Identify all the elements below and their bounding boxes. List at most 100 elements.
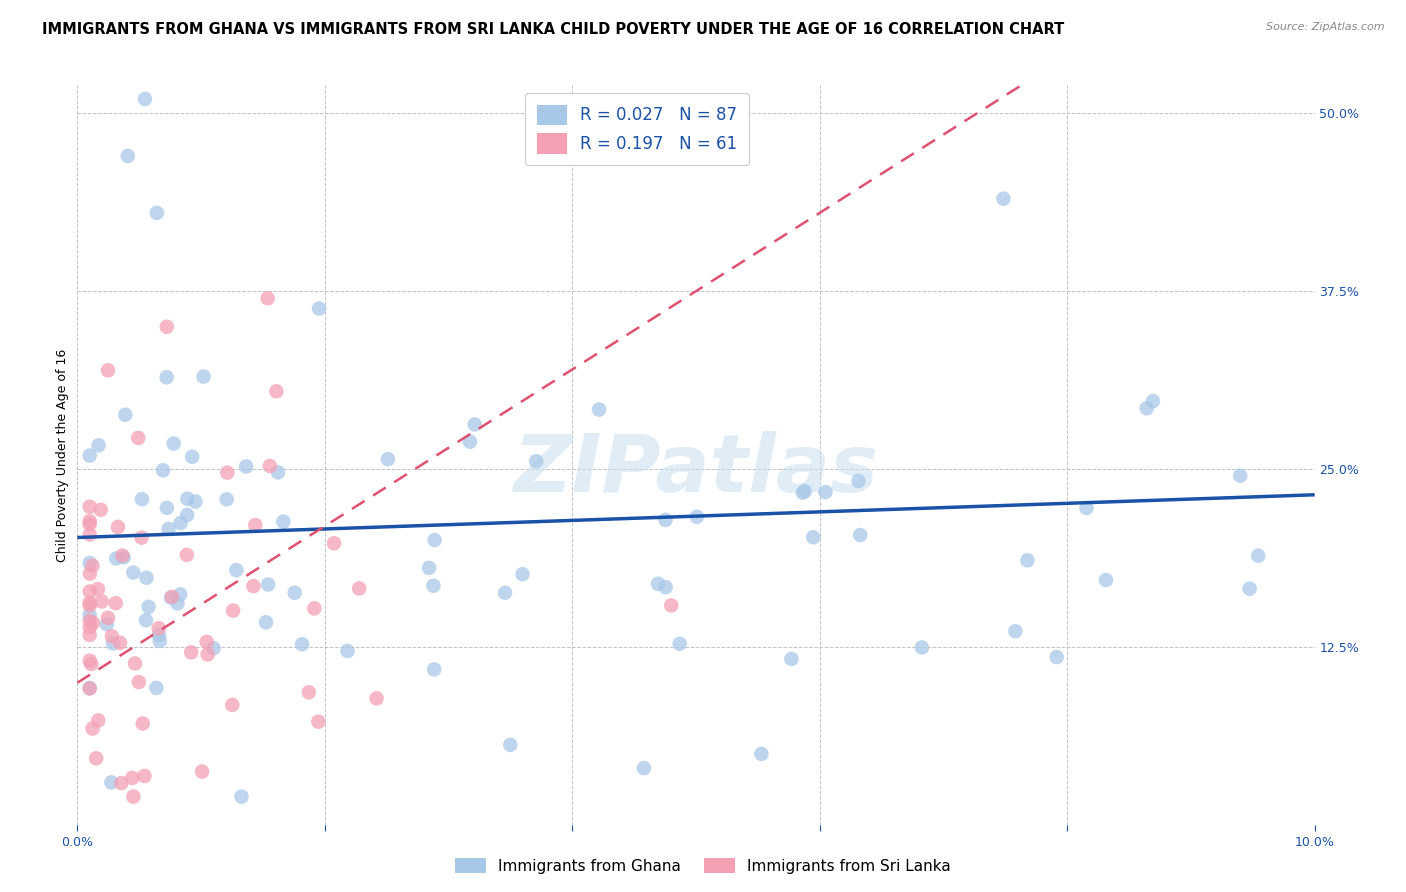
Point: [284, 585, 307, 599]
Point: [298, 685, 321, 699]
Point: [90, 594, 112, 608]
Point: [114, 408, 136, 422]
Point: [1229, 468, 1251, 483]
Point: [193, 369, 215, 384]
Point: [79, 608, 101, 623]
Point: [79, 514, 101, 528]
Point: [79, 620, 101, 634]
Point: [347, 582, 370, 596]
Point: [1004, 624, 1026, 639]
Point: [163, 436, 186, 450]
Point: [245, 518, 267, 533]
Point: [79, 614, 101, 628]
Point: [97, 611, 120, 625]
Point: [780, 652, 803, 666]
Point: [132, 716, 155, 731]
Point: [156, 370, 179, 384]
Point: [184, 494, 207, 508]
Point: [131, 531, 153, 545]
Point: [176, 548, 198, 562]
Point: [156, 500, 179, 515]
Point: [267, 466, 290, 480]
Point: [751, 747, 773, 761]
Point: [160, 590, 183, 604]
Point: [79, 596, 101, 610]
Point: [217, 466, 239, 480]
Point: [111, 549, 134, 563]
Point: [304, 601, 326, 615]
Point: [686, 509, 709, 524]
Point: [197, 648, 219, 662]
Point: [814, 485, 837, 500]
Point: [122, 789, 145, 804]
Point: [108, 636, 131, 650]
Point: [122, 566, 145, 580]
Point: [323, 536, 346, 550]
Point: [221, 698, 243, 712]
Point: [512, 567, 534, 582]
Point: [169, 516, 191, 530]
Point: [588, 402, 610, 417]
Point: [138, 599, 160, 614]
Point: [79, 527, 101, 541]
Point: [117, 149, 139, 163]
Point: [225, 563, 247, 577]
Point: [79, 599, 101, 613]
Point: [128, 675, 150, 690]
Point: [107, 520, 129, 534]
Point: [222, 603, 245, 617]
Point: [121, 771, 143, 785]
Point: [82, 722, 104, 736]
Point: [257, 577, 280, 591]
Y-axis label: Child Poverty Under the Age of 16: Child Poverty Under the Age of 16: [56, 348, 69, 562]
Point: [79, 681, 101, 696]
Point: [418, 561, 440, 575]
Point: [104, 596, 127, 610]
Point: [308, 301, 330, 316]
Point: [423, 533, 446, 547]
Point: [82, 615, 104, 630]
Point: [181, 450, 204, 464]
Point: [166, 596, 188, 610]
Point: [1142, 394, 1164, 409]
Point: [124, 657, 146, 671]
Point: [79, 556, 101, 570]
Point: [152, 463, 174, 477]
Point: [157, 522, 180, 536]
Point: [127, 431, 149, 445]
Point: [135, 613, 157, 627]
Point: [524, 454, 547, 468]
Point: [1017, 553, 1039, 567]
Point: [254, 615, 277, 630]
Point: [79, 681, 101, 695]
Point: [135, 571, 157, 585]
Point: [191, 764, 214, 779]
Point: [668, 637, 690, 651]
Point: [149, 634, 172, 648]
Point: [647, 576, 669, 591]
Point: [97, 363, 120, 377]
Point: [79, 566, 101, 581]
Point: [801, 530, 824, 544]
Point: [1095, 573, 1118, 587]
Text: Source: ZipAtlas.com: Source: ZipAtlas.com: [1267, 22, 1385, 32]
Point: [215, 492, 238, 507]
Point: [100, 775, 122, 789]
Point: [146, 206, 169, 220]
Point: [87, 714, 110, 728]
Point: [458, 434, 481, 449]
Legend: R = 0.027   N = 87, R = 0.197   N = 61: R = 0.027 N = 87, R = 0.197 N = 61: [524, 93, 748, 165]
Point: [79, 500, 101, 514]
Point: [134, 769, 156, 783]
Point: [80, 657, 103, 671]
Point: [792, 485, 814, 500]
Point: [654, 513, 676, 527]
Point: [336, 644, 359, 658]
Point: [84, 751, 107, 765]
Point: [112, 550, 135, 565]
Point: [105, 551, 128, 566]
Point: [110, 776, 132, 790]
Legend: Immigrants from Ghana, Immigrants from Sri Lanka: Immigrants from Ghana, Immigrants from S…: [450, 852, 956, 880]
Point: [96, 617, 118, 632]
Point: [793, 484, 815, 499]
